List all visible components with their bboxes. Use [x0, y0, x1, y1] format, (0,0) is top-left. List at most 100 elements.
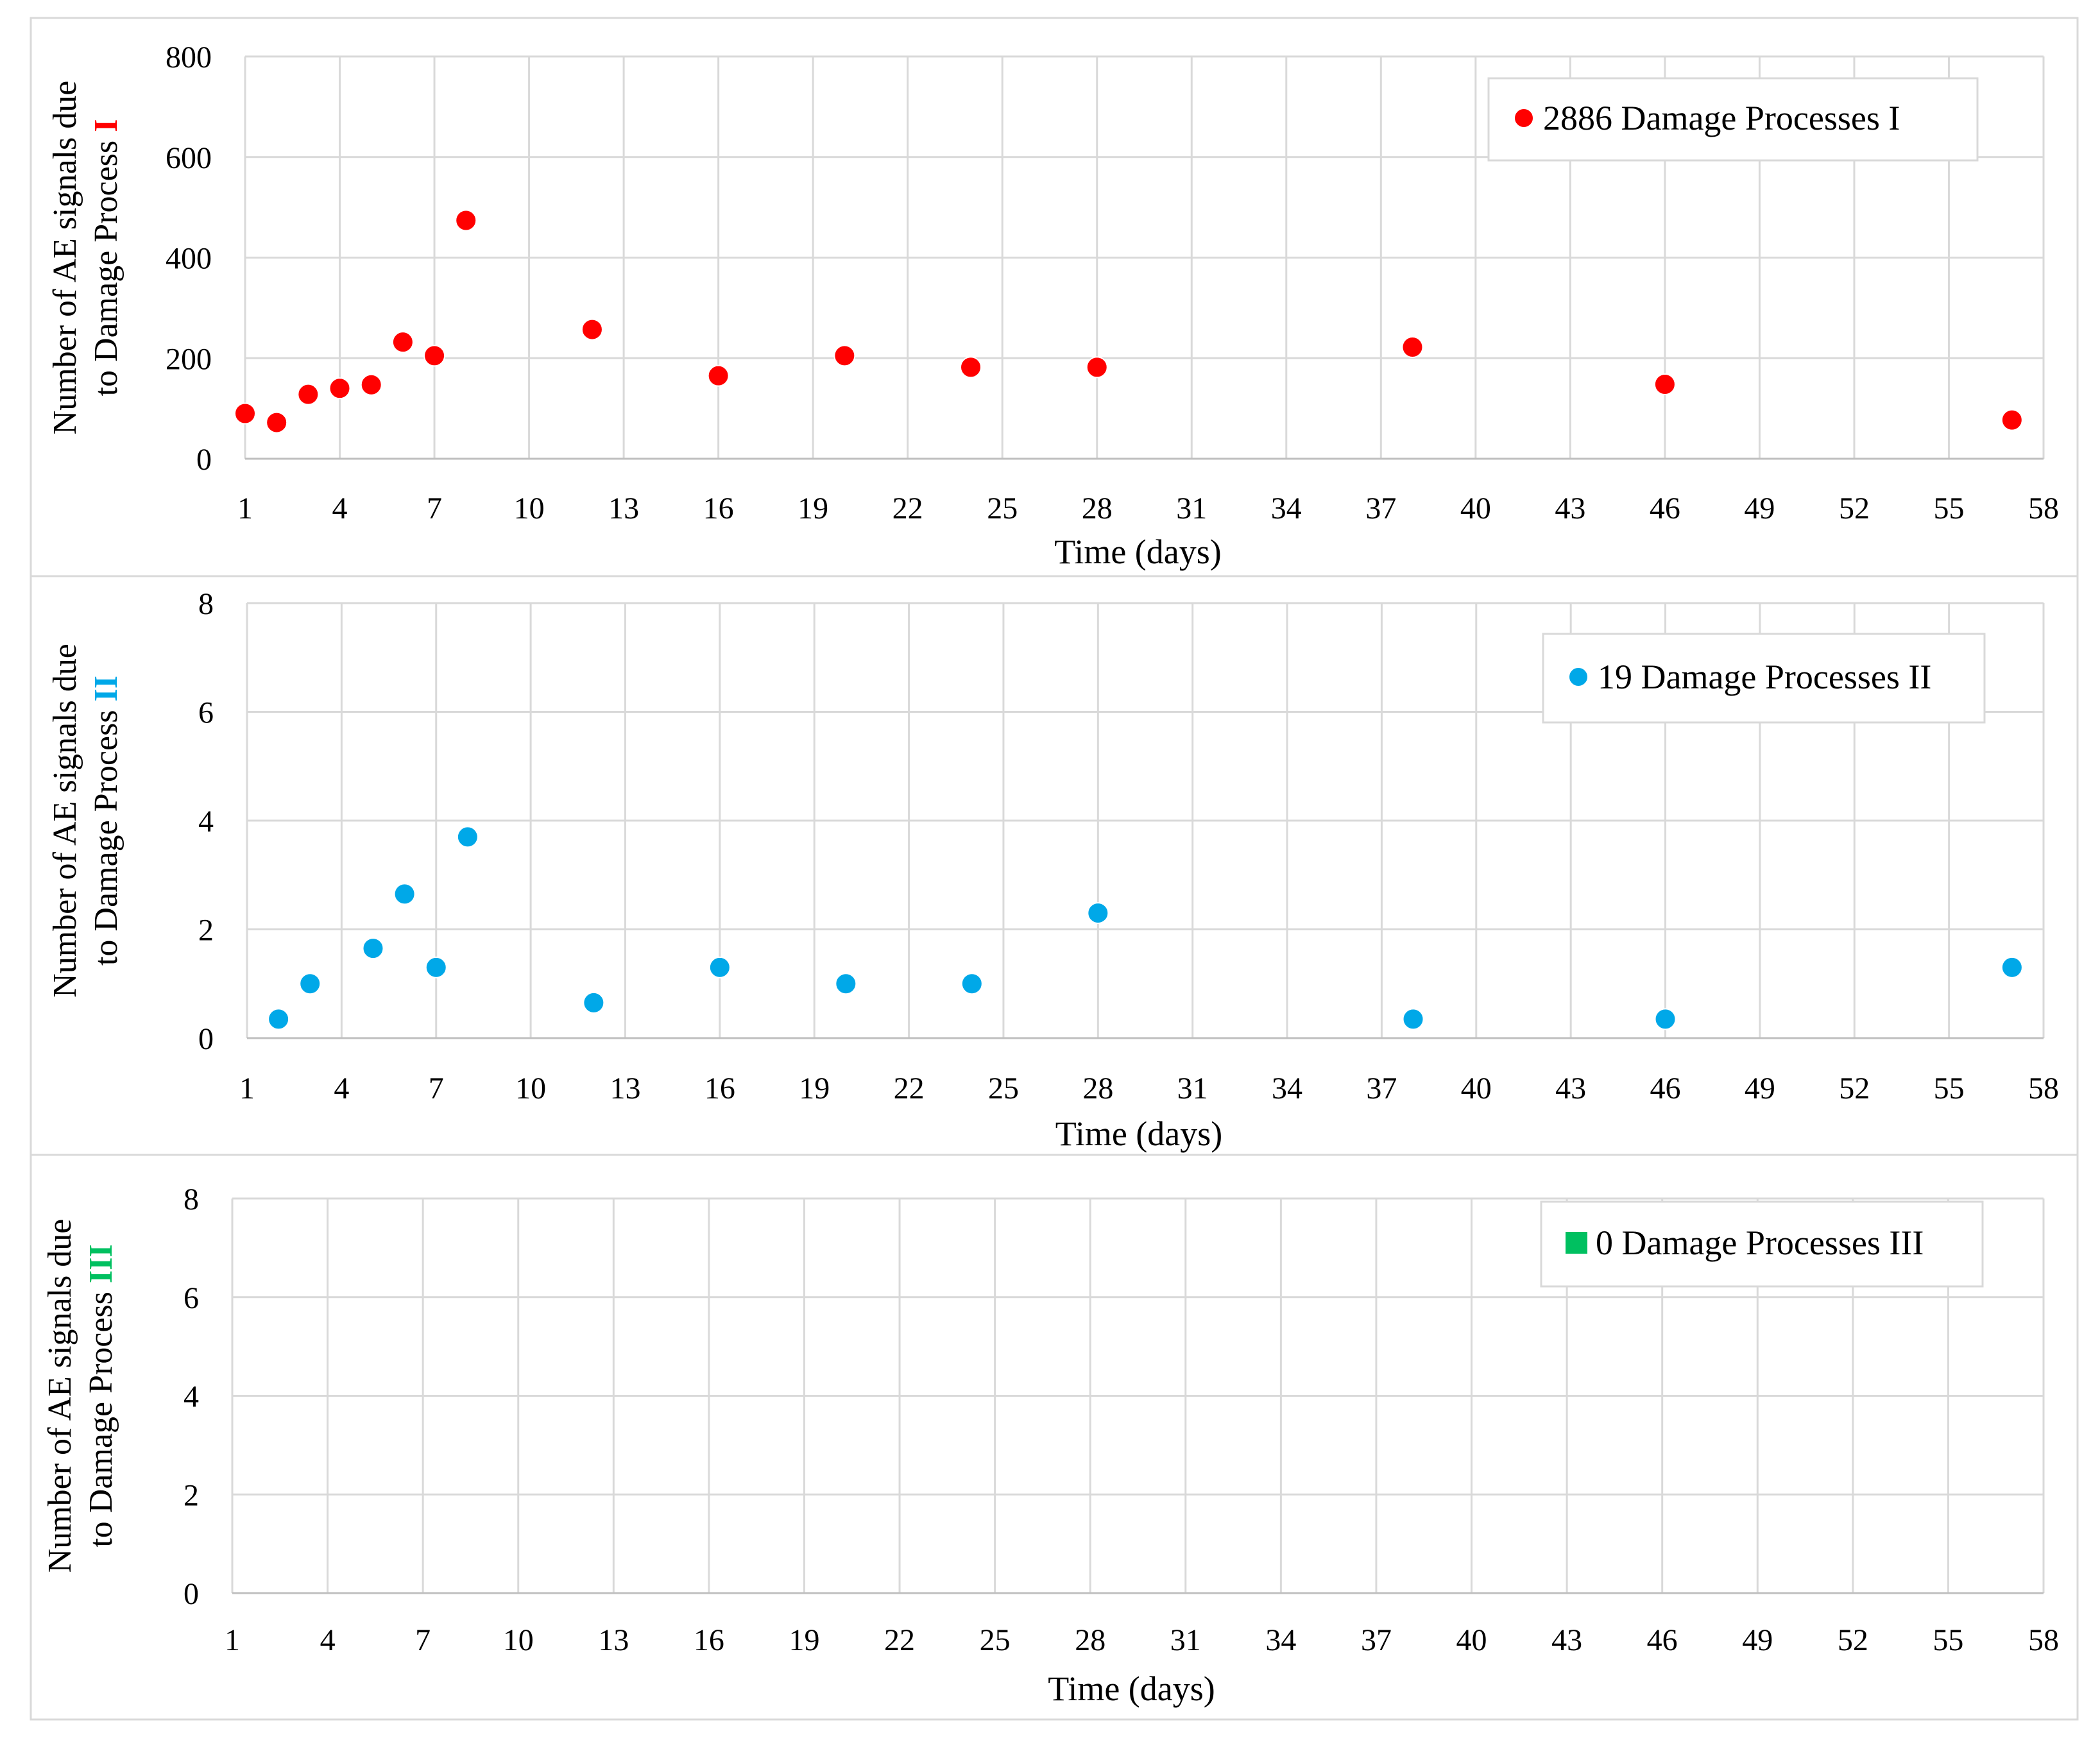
data-point [391, 331, 414, 354]
x-tick-label: 40 [1460, 491, 1491, 525]
data-point [297, 383, 320, 405]
legend-label: 19 Damage Processes II [1598, 658, 1931, 696]
y-axis-title-roman: II [88, 676, 124, 701]
x-tick-label: 4 [332, 491, 348, 525]
data-point [708, 956, 731, 978]
x-tick-label: 13 [598, 1623, 629, 1657]
x-tick-label: 49 [1745, 1071, 1775, 1105]
data-point [1086, 356, 1108, 379]
y-tick-label: 400 [166, 242, 212, 276]
chart-panel-process-i: 1 4 7 10 13 16 19 22 25 28 31 34 37 40 43 46 49 52 55 58 0 20… [47, 40, 2059, 571]
x-tick-label: 34 [1271, 491, 1302, 525]
x-tick-label: 1 [237, 491, 253, 525]
chart-panel-process-iii: 1 4 7 10 13 16 19 22 25 28 31 34 37 40 43 46 49 52 55 58024… [42, 1182, 2059, 1708]
legend-label: 2886 Damage Processes I [1543, 99, 1900, 137]
x-tick-label: 52 [1839, 491, 1870, 525]
y-axis-title-line1: Number of AE signals due [47, 644, 83, 998]
y-tick-label: 4 [198, 805, 214, 839]
x-tick-label: 16 [703, 491, 734, 525]
y-axis-title-roman: I [88, 119, 124, 132]
data-point [425, 956, 447, 978]
x-tick-label: 55 [1933, 491, 1964, 525]
x-tick-label: 22 [892, 491, 923, 525]
x-tick-label: 7 [415, 1623, 431, 1657]
legend-box [1542, 633, 1986, 724]
data-point [833, 345, 856, 367]
x-tick-label: 25 [980, 1623, 1011, 1657]
x-tick-label: 37 [1361, 1623, 1392, 1657]
x-tick-label: 55 [1933, 1623, 1963, 1657]
x-axis-title: Time (days) [1055, 1114, 1223, 1153]
data-point [707, 364, 730, 387]
y-tick-label: 2 [198, 914, 214, 948]
x-tick-label: 22 [884, 1623, 915, 1657]
data-point [234, 402, 256, 425]
x-tick-label: 52 [1839, 1071, 1870, 1105]
y-tick-label: 200 [166, 342, 212, 376]
data-point [299, 973, 321, 995]
data-point [266, 411, 288, 434]
x-tick-label: 31 [1170, 1623, 1201, 1657]
x-axis-title: Time (days) [1054, 533, 1222, 571]
y-axis-title-roman: III [83, 1244, 119, 1283]
x-tick-label: 4 [334, 1071, 349, 1105]
x-tick-label: 22 [894, 1071, 925, 1105]
data-point [268, 1008, 290, 1030]
y-axis-title-line2: to Damage Process [88, 132, 124, 397]
y-tick-label: 0 [184, 1577, 199, 1611]
legend-box [1487, 77, 1979, 162]
x-tick-label: 46 [1650, 1071, 1681, 1105]
data-point [2001, 956, 2023, 978]
y-tick-label: 6 [198, 696, 214, 730]
legend-box [1540, 1200, 1984, 1288]
x-tick-label: 55 [1934, 1071, 1965, 1105]
data-point [1653, 373, 1676, 396]
data-point [1401, 336, 1424, 359]
y-tick-label: 0 [198, 1022, 214, 1056]
data-point [1654, 1008, 1677, 1030]
x-tick-label: 58 [2028, 1071, 2059, 1105]
x-tick-label: 25 [987, 491, 1018, 525]
data-point [329, 377, 351, 400]
x-tick-label: 10 [514, 491, 545, 525]
x-tick-label: 1 [239, 1071, 255, 1105]
x-tick-label: 31 [1176, 491, 1207, 525]
data-point [360, 373, 382, 396]
data-point [393, 883, 416, 905]
y-tick-label: 800 [166, 40, 212, 74]
x-tick-label: 10 [515, 1071, 546, 1105]
x-tick-label: 4 [320, 1623, 336, 1657]
data-point [423, 345, 446, 367]
y-axis-title: Number of AE signals due to Damage Proces… [47, 644, 124, 998]
x-tick-label: 37 [1366, 1071, 1397, 1105]
chart-panel-process-ii: 1 4 7 10 13 16 19 22 25 28 31 34 37 40 43 46 49 52 55 58024… [47, 587, 2059, 1153]
y-axis-title-line1: Number of AE signals due [42, 1219, 78, 1573]
data-point [1087, 902, 1109, 925]
legend-label: 0 Damage Processes III [1596, 1224, 1924, 1262]
x-tick-label: 34 [1265, 1623, 1296, 1657]
y-tick-label: 2 [184, 1478, 199, 1512]
x-tick-label: 34 [1272, 1071, 1302, 1105]
x-tick-label: 10 [503, 1623, 534, 1657]
x-tick-label: 31 [1177, 1071, 1208, 1105]
x-tick-label: 49 [1744, 491, 1775, 525]
data-point [835, 973, 857, 995]
y-tick-label: 8 [198, 587, 214, 621]
x-tick-label: 37 [1365, 491, 1396, 525]
y-tick-label: 8 [184, 1182, 199, 1216]
y-axis-title-line1: Number of AE signals due [47, 81, 83, 435]
x-tick-label: 13 [608, 491, 639, 525]
x-tick-label: 49 [1742, 1623, 1773, 1657]
data-point [456, 826, 479, 848]
y-tick-label: 0 [196, 443, 212, 477]
x-tick-label: 16 [694, 1623, 724, 1657]
x-tick-label: 46 [1647, 1623, 1678, 1657]
y-tick-label: 600 [166, 141, 212, 175]
legend: 19 Damage Processes II [1542, 633, 1986, 724]
x-tick-label: 16 [704, 1071, 735, 1105]
panel-frame-process-iii [30, 1154, 2079, 1721]
legend-marker-icon [1568, 667, 1589, 687]
x-tick-label: 43 [1555, 491, 1585, 525]
x-tick-label: 28 [1082, 1071, 1113, 1105]
